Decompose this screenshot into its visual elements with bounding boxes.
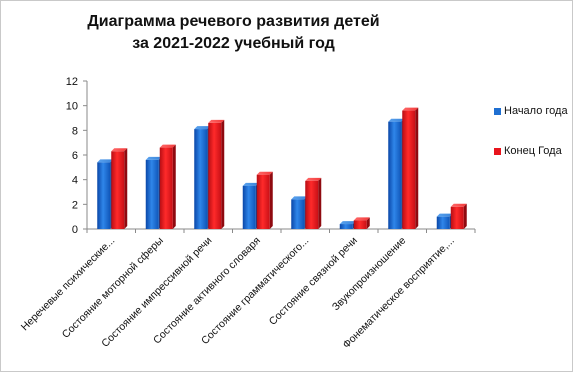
bar-end-of-year (450, 206, 464, 229)
x-tick-label: Неречевые психические... (19, 235, 118, 334)
bar-side (172, 144, 176, 229)
bar-cap (111, 148, 128, 152)
y-tick-label: 0 (72, 224, 78, 236)
bar-start-of-year (388, 121, 402, 229)
bar-cap (194, 126, 211, 130)
x-tick-label: Состояние связной речи (267, 235, 360, 328)
chart-title-line-1: Диаграмма речевого развития детей (87, 13, 380, 30)
bar-cap (145, 156, 162, 160)
bar-end-of-year (208, 122, 222, 229)
bar-cap (436, 213, 453, 217)
x-tick-label: Состояние моторной сферы (60, 235, 166, 341)
bar-side (124, 148, 128, 229)
bar-cap (450, 203, 467, 207)
y-tick-label: 12 (66, 76, 78, 88)
y-tick-label: 8 (72, 125, 78, 137)
legend-swatch-blue (494, 107, 501, 115)
bar-start-of-year (291, 199, 305, 229)
bar-cap (305, 177, 322, 181)
bar-cap (208, 119, 225, 123)
legend-item-end: Конец Года (494, 145, 562, 157)
bar-cap (353, 217, 370, 221)
bar-end-of-year (353, 220, 367, 229)
bar-end-of-year (305, 180, 319, 229)
bar-cap (388, 118, 405, 122)
legend-item-start: Начало года (494, 105, 568, 117)
bar-start-of-year (242, 185, 256, 229)
legend-swatch-red (494, 147, 501, 155)
legend-label-end: Конец Года (504, 145, 562, 157)
bar-cap (402, 107, 419, 111)
chart-title: Диаграмма речевого развития детей за 202… (1, 11, 466, 55)
bar-side (318, 177, 322, 229)
bar-cap (256, 171, 273, 175)
bar-start-of-year (194, 129, 208, 229)
bar-cap (97, 159, 114, 163)
legend-label-start: Начало года (504, 105, 568, 117)
bar-start-of-year (339, 224, 353, 229)
bar-start-of-year (436, 216, 450, 229)
y-tick-label: 6 (72, 150, 78, 162)
bar-cap (291, 196, 308, 200)
bar-side (221, 119, 225, 229)
bar-cap (159, 144, 176, 148)
bar-cap (242, 182, 259, 186)
bar-side (366, 217, 370, 229)
bar-side (269, 171, 273, 229)
y-tick-label: 10 (66, 101, 78, 113)
bar-end-of-year (256, 174, 270, 229)
bars (97, 107, 467, 229)
bar-start-of-year (97, 162, 111, 229)
y-tick-label: 2 (72, 199, 78, 211)
y-tick-label: 4 (72, 175, 78, 187)
chart-title-line-2: за 2021-2022 учебный год (132, 35, 335, 52)
bar-end-of-year (111, 151, 125, 229)
bar-side (415, 107, 419, 229)
bar-end-of-year (159, 147, 173, 229)
bar-start-of-year (145, 159, 159, 229)
bar-side (463, 203, 467, 229)
bar-cap (339, 221, 356, 225)
bar-end-of-year (402, 110, 416, 229)
